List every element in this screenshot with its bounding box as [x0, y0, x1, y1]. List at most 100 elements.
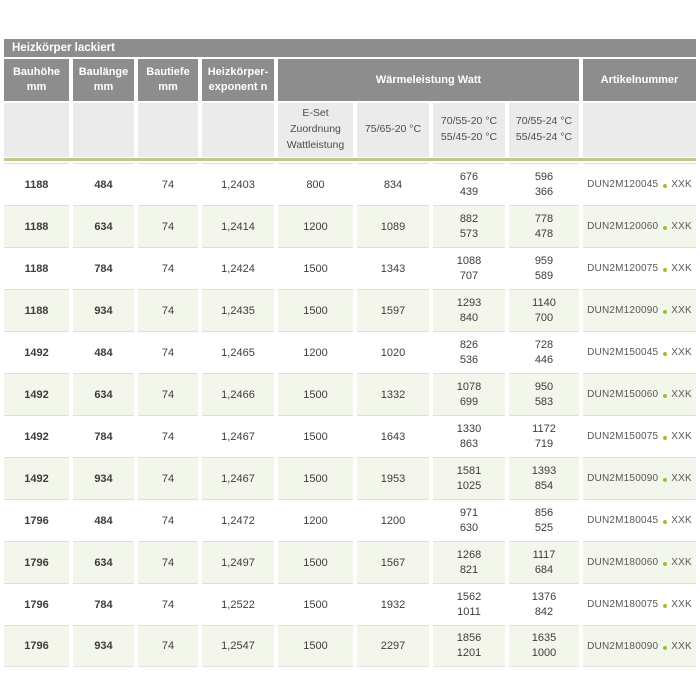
watt-value-low: 842 [534, 605, 554, 618]
green-dot-icon [663, 226, 668, 230]
artikel-code: DUN2M150075 [587, 431, 659, 442]
artikel-code: DUN2M180090 [587, 640, 659, 652]
cell-baulaenge: 784 [73, 415, 134, 457]
green-dot-icon [663, 604, 668, 608]
cell-baulaenge: 784 [73, 247, 134, 289]
green-dot-icon [663, 436, 668, 440]
artikel-suffix: XXK [671, 557, 692, 568]
accent-divider [4, 158, 696, 161]
cell-bauhoehe: 1796 [4, 625, 69, 667]
cell-baulaenge: 484 [73, 163, 134, 205]
cell-watt-7055-24: 950 583 [509, 373, 579, 415]
cell-eset-watt: 1200 [278, 331, 353, 373]
cell-artikelnummer: DUN2M180075 XXK [583, 583, 696, 625]
cell-eset-watt: 1500 [278, 541, 353, 583]
watt-value-low: 573 [459, 227, 479, 240]
cell-artikelnummer: DUN2M120075 XXK [583, 247, 696, 289]
watt-value-high: 1172 [532, 422, 556, 435]
cell-artikelnummer: DUN2M150075 XXK [583, 415, 696, 457]
cell-baulaenge: 934 [73, 289, 134, 331]
table-header: Bauhöhe mm Baulänge mm Bautiefe mm Heizk… [4, 59, 696, 157]
artikel-suffix: XXK [671, 640, 692, 652]
green-dot-icon [663, 562, 668, 566]
cell-exponent-n: 1,2465 [202, 331, 274, 373]
cell-watt-7055-20: 1088 707 [433, 247, 505, 289]
cell-watt-7055-24: 856 525 [509, 499, 579, 541]
cell-artikelnummer: DUN2M150060 XXK [583, 373, 696, 415]
cell-artikelnummer: DUN2M150045 XXK [583, 331, 696, 373]
cell-watt-7055-20: 882 573 [433, 205, 505, 247]
green-dot-icon [663, 394, 668, 398]
cell-baulaenge: 934 [73, 625, 134, 667]
cell-watt-7565-20: 1200 [357, 499, 429, 541]
cell-eset-watt: 1200 [278, 205, 353, 247]
watt-value-low: 366 [534, 185, 554, 198]
cell-baulaenge: 634 [73, 205, 134, 247]
cell-eset-watt: 1500 [278, 247, 353, 289]
cell-watt-7055-24: 596 366 [509, 163, 579, 205]
watt-value-high: 778 [534, 212, 554, 225]
cell-bauhoehe: 1492 [4, 415, 69, 457]
watt-value-low: 478 [534, 227, 554, 240]
cell-watt-7055-20: 1562 1011 [433, 583, 505, 625]
watt-value-low: 525 [534, 521, 554, 534]
cell-watt-7055-24: 1140 700 [509, 289, 579, 331]
cell-bautiefe: 74 [138, 625, 198, 667]
cell-artikelnummer: DUN2M180090 XXK [583, 625, 696, 667]
watt-value-low: 684 [534, 563, 554, 576]
cell-exponent-n: 1,2467 [202, 457, 274, 499]
cell-watt-7055-20: 1078 699 [433, 373, 505, 415]
cell-exponent-n: 1,2522 [202, 583, 274, 625]
cell-artikelnummer: DUN2M120045 XXK [583, 163, 696, 205]
artikel-suffix: XXK [671, 473, 692, 484]
cell-watt-7055-24: 959 589 [509, 247, 579, 289]
cell-watt-7055-24: 1635 1000 [509, 625, 579, 667]
cell-exponent-n: 1,2424 [202, 247, 274, 289]
watt-value-high: 950 [534, 380, 554, 393]
table-body: 1188 484 74 1,2403 800 834 676 439 596 366 DUN2M12… [4, 163, 696, 667]
table-title-bar: Heizkörper lackiert [4, 39, 696, 57]
header-label: Heizkörper- [207, 66, 269, 79]
watt-value-low: 821 [459, 563, 479, 576]
cell-watt-7055-20: 1581 1025 [433, 457, 505, 499]
cell-watt-7565-20: 1953 [357, 457, 429, 499]
watt-value-high: 1635 [531, 632, 557, 645]
artikel-suffix: XXK [671, 599, 692, 610]
cell-bautiefe: 74 [138, 499, 198, 541]
cell-bautiefe: 74 [138, 373, 198, 415]
artikel-suffix: XXK [671, 431, 692, 442]
subheader-empty-cell [202, 103, 274, 157]
cell-bautiefe: 74 [138, 457, 198, 499]
watt-value-low: 446 [534, 353, 554, 366]
subheader-empty-cell [138, 103, 198, 157]
cell-watt-7565-20: 1343 [357, 247, 429, 289]
green-dot-icon [663, 645, 668, 650]
cell-artikelnummer: DUN2M180060 XXK [583, 541, 696, 583]
cell-bautiefe: 74 [138, 163, 198, 205]
cell-watt-7565-20: 1332 [357, 373, 429, 415]
cell-baulaenge: 784 [73, 583, 134, 625]
subheader-7565-20: 75/65-20 °C [357, 103, 429, 157]
cell-artikelnummer: DUN2M120060 XXK [583, 205, 696, 247]
cell-eset-watt: 1500 [278, 457, 353, 499]
cell-eset-watt: 1500 [278, 373, 353, 415]
cell-eset-watt: 800 [278, 163, 353, 205]
cell-baulaenge: 934 [73, 457, 134, 499]
artikel-suffix: XXK [671, 515, 692, 526]
watt-value-high: 728 [534, 338, 554, 351]
watt-value-high: 1140 [532, 296, 556, 309]
watt-value-high: 596 [534, 170, 554, 183]
cell-exponent-n: 1,2547 [202, 625, 274, 667]
subheader-line: 75/65-20 °C [364, 123, 422, 136]
artikel-code: DUN2M150045 [587, 347, 659, 358]
cell-bautiefe: 74 [138, 415, 198, 457]
watt-value-low: 1025 [456, 479, 482, 492]
header-label: Bautiefe [146, 66, 190, 79]
cell-watt-7055-24: 778 478 [509, 205, 579, 247]
artikel-code: DUN2M120060 [587, 221, 659, 232]
cell-bauhoehe: 1492 [4, 457, 69, 499]
cell-exponent-n: 1,2472 [202, 499, 274, 541]
cell-bautiefe: 74 [138, 205, 198, 247]
watt-value-high: 1393 [531, 464, 557, 477]
